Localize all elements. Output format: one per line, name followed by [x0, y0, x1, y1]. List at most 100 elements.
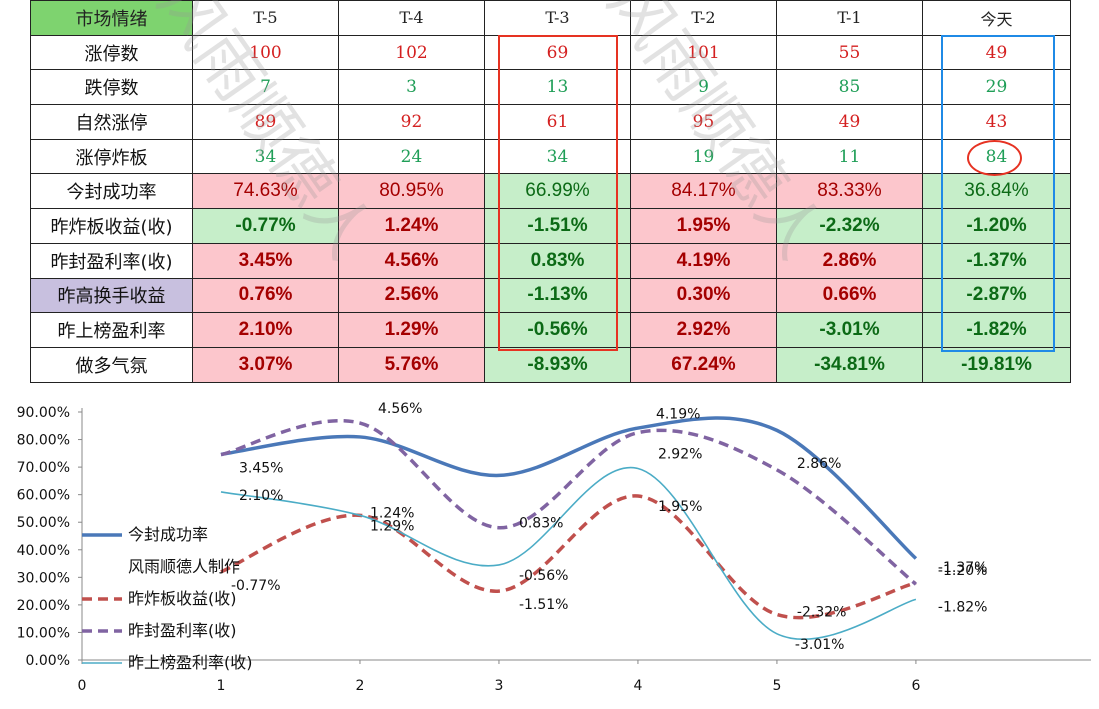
table-cell: 2.92%: [630, 312, 777, 348]
table-cell: 74.63%: [192, 173, 339, 210]
data-label: -0.77%: [231, 578, 281, 594]
table-cell: 3.45%: [192, 242, 339, 279]
table-cell: 49: [776, 104, 923, 140]
legend-label: 昨上榜盈利率(收): [128, 653, 253, 672]
table-cell: 61: [484, 104, 631, 140]
data-label: 2.92%: [658, 446, 702, 462]
data-label: 1.24%: [370, 505, 414, 521]
table-cell: 89: [192, 104, 339, 140]
table-cell: -1.51%: [484, 208, 631, 244]
table-cell: -1.82%: [922, 312, 1071, 348]
data-label: 1.29%: [370, 518, 414, 534]
table-cell: 95: [630, 104, 777, 140]
table-cell: 29: [922, 69, 1071, 106]
legend-label: 今封成功率: [128, 525, 208, 544]
table-cell: -34.81%: [776, 346, 923, 383]
table-cell: -1.13%: [484, 277, 631, 314]
table-cell: -2.87%: [922, 277, 1071, 314]
table-cell: 4.19%: [630, 242, 777, 279]
table-cell: 24: [338, 138, 485, 175]
table-cell: 66.99%: [484, 173, 631, 210]
table-cell: 43: [922, 104, 1071, 140]
data-label: -1.51%: [519, 597, 569, 613]
table-cell: 2.86%: [776, 242, 923, 279]
data-label: 4.19%: [656, 407, 700, 423]
column-header: T-4: [338, 0, 485, 36]
table-cell: 101: [630, 34, 777, 71]
data-label: 2.86%: [797, 456, 841, 472]
data-label: 0.83%: [519, 516, 563, 532]
row-label: 跌停数: [30, 69, 193, 106]
market-sentiment-table: 市场情绪 T-5 T-4 T-3 T-2 T-1 今天 涨停数 100 102 69 101 55 49 跌…: [30, 0, 1071, 387]
data-label: -1.82%: [938, 599, 988, 615]
y-tick-label: 80.00%: [17, 433, 70, 449]
series-line: [220, 494, 917, 620]
x-tick-label: 4: [633, 678, 642, 694]
table-cell: -3.01%: [776, 312, 923, 348]
table-cell: 67.24%: [630, 346, 777, 383]
table-cell: -2.32%: [776, 208, 923, 244]
x-tick-label: 2: [356, 678, 365, 694]
table-row: 跌停数 7 3 13 9 85 29: [30, 69, 1071, 106]
x-tick-label: 0: [78, 678, 87, 694]
table-cell: 0.76%: [192, 277, 339, 314]
y-tick-label: 40.00%: [17, 543, 70, 559]
series-line: [220, 466, 917, 640]
table-row: 做多气氛 3.07% 5.76% -8.93% 67.24% -34.81% -19.81%: [30, 346, 1071, 383]
table-cell: 84.17%: [630, 173, 777, 210]
table-cell: 100: [192, 34, 339, 71]
chart-svg: 0.00% 10.00% 20.00% 30.00% 40.00% 50.00% 60.00…: [17, 401, 1091, 694]
data-label: 2.10%: [239, 488, 283, 504]
row-label: 做多气氛: [30, 346, 193, 383]
y-tick-label: 90.00%: [17, 405, 70, 421]
table-row: 自然涨停 89 92 61 95 49 43: [30, 104, 1071, 140]
data-label: 4.56%: [378, 401, 422, 417]
column-header: T-1: [776, 0, 923, 36]
table-cell: 19: [630, 138, 777, 175]
table-cell: 13: [484, 69, 631, 106]
table-cell: 4.56%: [338, 242, 485, 279]
table-cell: 36.84%: [922, 173, 1071, 210]
table-row: 涨停数 100 102 69 101 55 49: [30, 34, 1071, 71]
legend-label: 昨炸板收益(收): [128, 589, 237, 608]
column-header: 今天: [922, 0, 1071, 36]
table-cell: 2.10%: [192, 312, 339, 348]
legend-label: 风雨顺德人制作: [128, 557, 240, 576]
table-cell: -0.56%: [484, 312, 631, 348]
sentiment-grid: 市场情绪 T-5 T-4 T-3 T-2 T-1 今天 涨停数 100 102 69 101 55 49 跌…: [30, 0, 1071, 383]
table-cell: -19.81%: [922, 346, 1071, 383]
table-row: 昨炸板收益(收) -0.77% 1.24% -1.51% 1.95% -2.32% -1.2…: [30, 208, 1071, 244]
table-row: 昨上榜盈利率 2.10% 1.29% -0.56% 2.92% -3.01% -1.82%: [30, 312, 1071, 348]
table-cell: 102: [338, 34, 485, 71]
table-cell: 92: [338, 104, 485, 140]
table-cell: 0.83%: [484, 242, 631, 279]
column-header: T-5: [192, 0, 339, 36]
y-tick-label: 70.00%: [17, 460, 70, 476]
table-row: 昨封盈利率(收) 3.45% 4.56% 0.83% 4.19% 2.86% -1.37%: [30, 242, 1071, 279]
y-tick-label: 10.00%: [17, 625, 70, 641]
data-label: 1.95%: [658, 499, 702, 515]
table-cell: 49: [922, 34, 1071, 71]
table-cell: 83.33%: [776, 173, 923, 210]
table-cell: 34: [192, 138, 339, 175]
table-cell: 3: [338, 69, 485, 106]
table-row: 昨高换手收益 0.76% 2.56% -1.13% 0.30% 0.66% -2.87%: [30, 277, 1071, 314]
table-cell: 0.66%: [776, 277, 923, 314]
row-label: 今封成功率: [30, 173, 193, 210]
sentiment-line-chart: 0.00% 10.00% 20.00% 30.00% 40.00% 50.00% 60.00…: [0, 387, 1099, 705]
table-cell: 0.30%: [630, 277, 777, 314]
column-header: T-3: [484, 0, 631, 36]
x-tick-label: 5: [772, 678, 781, 694]
y-tick-label: 50.00%: [17, 515, 70, 531]
row-label: 昨封盈利率(收): [30, 242, 193, 279]
table-cell: -8.93%: [484, 346, 631, 383]
row-label: 昨高换手收益: [30, 277, 193, 314]
table-cell: 2.56%: [338, 277, 485, 314]
column-header: T-2: [630, 0, 777, 36]
x-tick-label: 3: [494, 678, 503, 694]
table-cell: 11: [776, 138, 923, 175]
x-tick-label: 6: [911, 678, 920, 694]
row-label: 昨炸板收益(收): [30, 208, 193, 244]
table-row: 涨停炸板 34 24 34 19 11 84: [30, 138, 1071, 175]
data-label: -0.56%: [519, 568, 569, 584]
